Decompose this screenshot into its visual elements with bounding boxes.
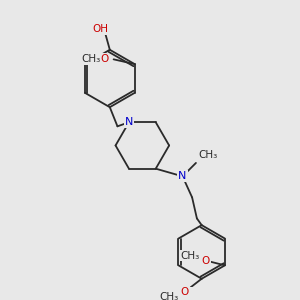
Text: OH: OH	[92, 24, 108, 34]
Text: O: O	[180, 287, 189, 297]
Text: CH₃: CH₃	[199, 150, 218, 160]
Text: O: O	[202, 256, 210, 266]
Text: CH₃: CH₃	[160, 292, 179, 300]
Text: N: N	[178, 171, 187, 181]
Text: CH₃: CH₃	[181, 251, 200, 261]
Text: N: N	[125, 117, 133, 127]
Text: O: O	[100, 54, 108, 64]
Text: CH₃: CH₃	[81, 54, 100, 64]
